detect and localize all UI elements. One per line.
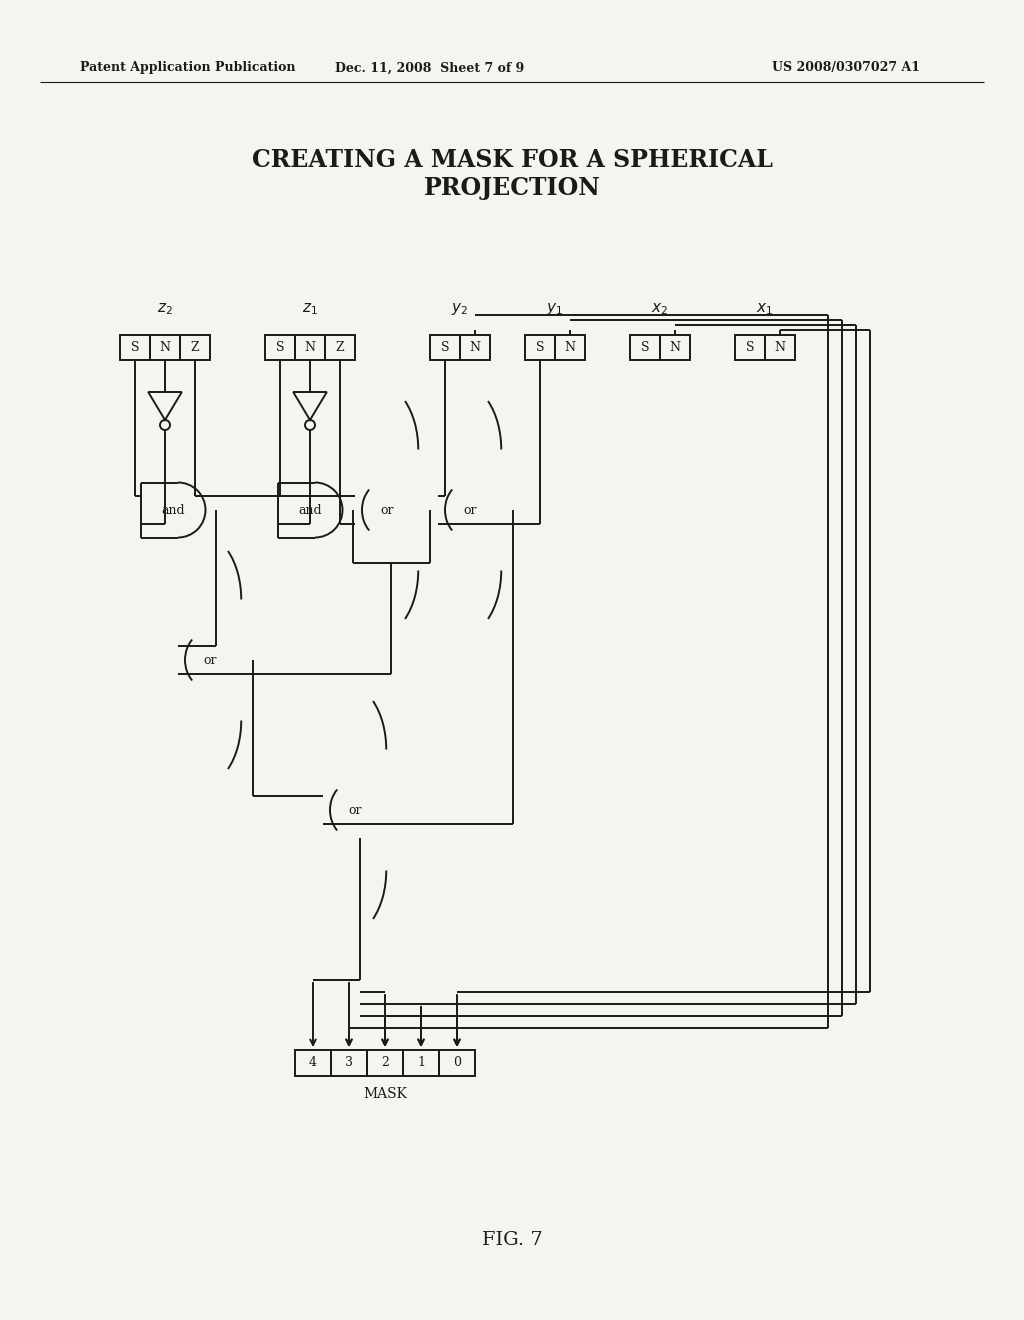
Text: N: N	[304, 341, 315, 354]
Text: S: S	[440, 341, 450, 354]
Text: Dec. 11, 2008  Sheet 7 of 9: Dec. 11, 2008 Sheet 7 of 9	[336, 62, 524, 74]
Bar	[180, 335, 210, 360]
Text: S: S	[745, 341, 755, 354]
Text: Z: Z	[190, 341, 200, 354]
Text: 3: 3	[345, 1056, 353, 1069]
Bar	[630, 335, 660, 360]
Bar	[403, 1049, 439, 1076]
Text: $x_1$: $x_1$	[757, 301, 773, 317]
Text: 4: 4	[309, 1056, 317, 1069]
Text: $z_1$: $z_1$	[302, 301, 317, 317]
Bar	[331, 1049, 367, 1076]
Bar	[120, 335, 150, 360]
Text: S: S	[275, 341, 285, 354]
Bar	[460, 335, 490, 360]
Bar	[265, 335, 295, 360]
Bar	[150, 335, 180, 360]
Text: or: or	[463, 503, 477, 516]
Text: $z_2$: $z_2$	[157, 301, 173, 317]
Bar	[367, 1049, 403, 1076]
Bar	[660, 335, 690, 360]
Text: N: N	[469, 341, 480, 354]
Bar	[430, 335, 460, 360]
Text: S: S	[536, 341, 544, 354]
Text: S: S	[641, 341, 649, 354]
Bar	[765, 335, 795, 360]
Bar	[295, 1049, 331, 1076]
Bar	[325, 335, 355, 360]
Text: N: N	[564, 341, 575, 354]
Text: and: and	[161, 503, 184, 516]
Text: N: N	[774, 341, 785, 354]
Text: or: or	[203, 653, 217, 667]
Text: MASK: MASK	[362, 1086, 407, 1101]
Text: or: or	[348, 804, 361, 817]
Text: FIG. 7: FIG. 7	[481, 1232, 543, 1249]
Text: PROJECTION: PROJECTION	[424, 176, 600, 201]
Bar	[295, 335, 325, 360]
Bar	[525, 335, 555, 360]
Text: or: or	[380, 503, 394, 516]
Bar	[555, 335, 585, 360]
Text: S: S	[131, 341, 139, 354]
Text: Z: Z	[336, 341, 344, 354]
Text: US 2008/0307027 A1: US 2008/0307027 A1	[772, 62, 920, 74]
Text: 2: 2	[381, 1056, 389, 1069]
Text: N: N	[670, 341, 681, 354]
Text: Patent Application Publication: Patent Application Publication	[80, 62, 296, 74]
Text: and: and	[298, 503, 322, 516]
Text: N: N	[160, 341, 171, 354]
Text: $y_2$: $y_2$	[452, 301, 469, 317]
Text: $x_2$: $x_2$	[651, 301, 669, 317]
Text: CREATING A MASK FOR A SPHERICAL: CREATING A MASK FOR A SPHERICAL	[252, 148, 772, 172]
Text: 0: 0	[453, 1056, 461, 1069]
Text: $y_1$: $y_1$	[547, 301, 563, 317]
Bar	[439, 1049, 475, 1076]
Bar	[735, 335, 765, 360]
Text: 1: 1	[417, 1056, 425, 1069]
